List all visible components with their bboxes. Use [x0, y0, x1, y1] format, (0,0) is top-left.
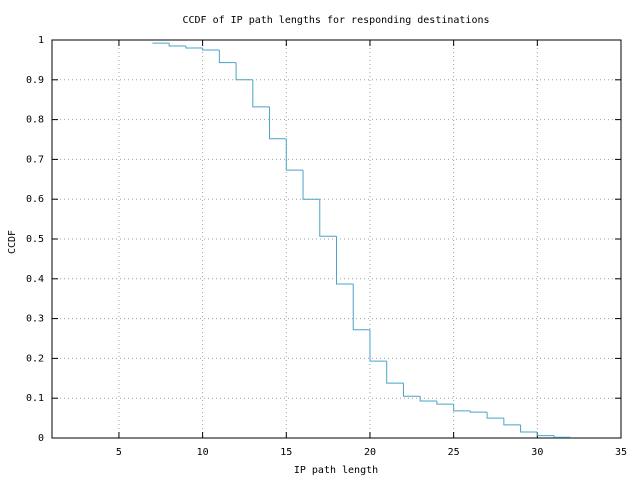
step-segment — [202, 47, 220, 51]
x-tick-label: 15 — [280, 447, 292, 458]
y-tick-label: 0.9 — [26, 75, 44, 86]
step-segment — [185, 45, 203, 49]
step-segment — [436, 400, 454, 405]
y-tick-label: 0 — [38, 433, 44, 444]
step-segment — [269, 106, 287, 140]
y-tick-label: 0.1 — [26, 393, 44, 404]
y-tick-label: 0.7 — [26, 154, 44, 165]
x-tick-label: 10 — [197, 447, 209, 458]
x-tick-label: 20 — [364, 447, 376, 458]
step-segment — [419, 396, 437, 402]
y-tick-label: 0.4 — [26, 274, 44, 285]
step-segment — [285, 138, 304, 171]
x-tick-label: 35 — [615, 447, 627, 458]
x-tick-label: 25 — [448, 447, 460, 458]
step-segment — [486, 412, 504, 419]
chart-title: CCDF of IP path lengths for responding d… — [182, 15, 489, 26]
step-segment — [536, 432, 555, 437]
step-segment — [369, 329, 387, 362]
y-tick-label: 1 — [38, 35, 44, 46]
step-segment — [235, 62, 253, 81]
step-segment — [252, 79, 270, 108]
plot-frame — [51, 39, 622, 439]
x-tick-label: 30 — [531, 447, 543, 458]
step-segment — [520, 424, 538, 433]
step-segment — [352, 283, 370, 331]
y-tick-label: 0.2 — [26, 353, 44, 364]
x-tick-label: 5 — [116, 447, 122, 458]
step-segment — [453, 404, 471, 412]
step-segment — [553, 435, 571, 438]
step-segment — [302, 170, 320, 200]
x-axis-label: IP path length — [294, 465, 378, 476]
step-segment — [319, 199, 337, 237]
step-segment — [503, 418, 521, 426]
step-segment — [386, 361, 404, 384]
y-tick-label: 0.8 — [26, 115, 44, 126]
step-segment — [402, 383, 421, 397]
y-tick-label: 0.6 — [26, 194, 44, 205]
step-segment — [168, 43, 186, 47]
step-segment — [218, 49, 237, 64]
y-axis-label: CCDF — [7, 230, 18, 254]
step-segment — [336, 236, 354, 285]
y-tick-label: 0.3 — [26, 314, 44, 325]
y-tick-label: 0.5 — [26, 234, 44, 245]
step-segment — [469, 410, 488, 413]
